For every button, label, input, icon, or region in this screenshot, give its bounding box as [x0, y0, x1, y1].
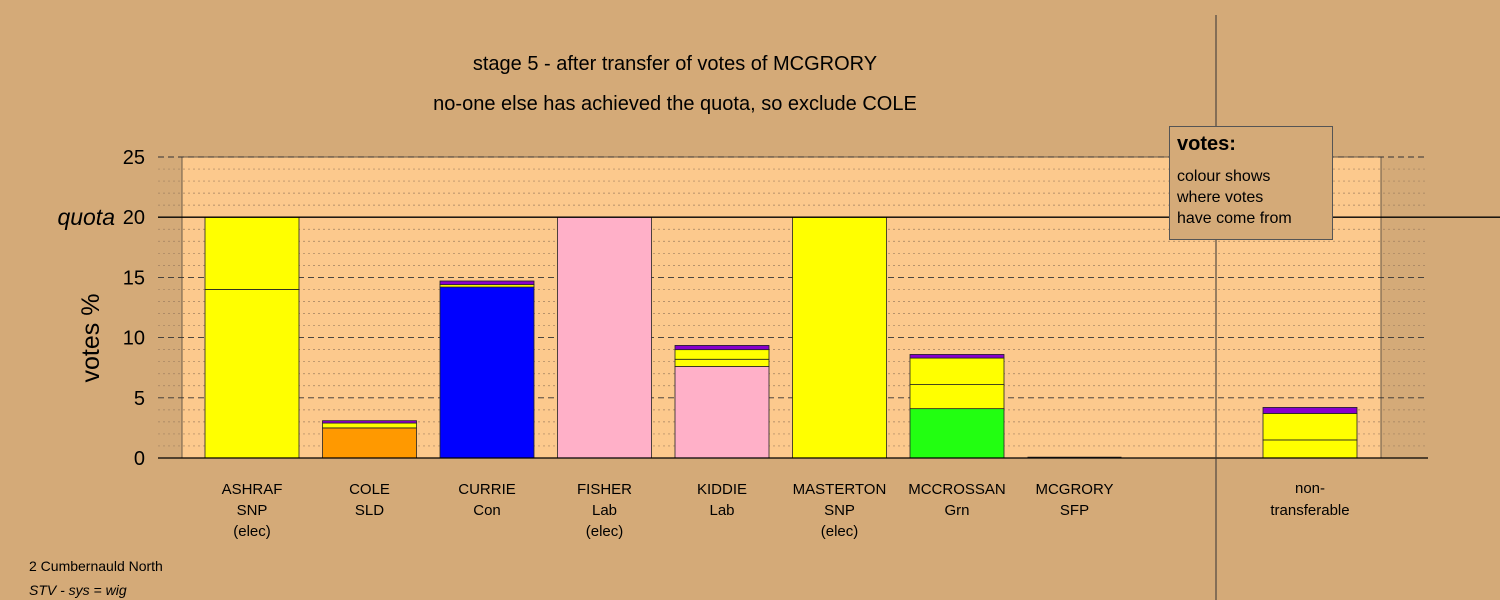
party-label: Grn: [944, 502, 969, 519]
nontransferable-label: transferable: [1270, 502, 1349, 519]
party-label: SLD: [355, 502, 384, 519]
party-label: SNP: [824, 502, 855, 519]
bar-mccrossan-segment: [909, 384, 1005, 410]
candidate-name-label: ASHRAF: [222, 481, 283, 498]
y-tick-label: 25: [123, 147, 145, 169]
bar-cole-segment: [322, 427, 417, 459]
candidate-name-label: CURRIE: [458, 481, 516, 498]
y-tick-label: 20: [123, 207, 145, 229]
candidate-name-label: COLE: [349, 481, 390, 498]
bar-cole-segment: [322, 422, 417, 429]
party-label: SFP: [1060, 502, 1089, 519]
party-label: Lab: [592, 502, 617, 519]
candidate-name-label: KIDDIE: [697, 481, 747, 498]
y-tick-label: 10: [123, 328, 145, 350]
bar-currie-segment: [439, 286, 535, 459]
bar-ashraf-segment: [204, 216, 300, 290]
bar-nontransferable-segment: [1262, 413, 1358, 441]
candidate-name-label: MCCROSSAN: [908, 481, 1006, 498]
elected-label: (elec): [233, 523, 271, 540]
y-tick-label: 5: [134, 388, 145, 410]
bar-mccrossan-segment: [909, 357, 1005, 385]
nontransferable-label: non-: [1295, 480, 1325, 497]
bar-nontransferable-segment: [1262, 439, 1358, 459]
chart-subtitle: no-one else has achieved the quota, so e…: [433, 93, 917, 115]
bar-mccrossan-segment: [909, 354, 1005, 359]
legend-line: where votes: [1177, 189, 1264, 206]
bar-kiddie-segment: [674, 358, 770, 367]
candidate-name-label: MASTERTON: [793, 481, 887, 498]
bar-fisher-segment: [557, 216, 652, 459]
quota-label: quota: [57, 204, 115, 230]
system-note: STV - sys = wig: [29, 582, 127, 598]
elected-label: (elec): [821, 523, 859, 540]
legend-line: have come from: [1177, 210, 1292, 227]
candidate-name-label: MCGRORY: [1035, 481, 1113, 498]
elected-label: (elec): [586, 523, 624, 540]
bar-kiddie-segment: [674, 345, 770, 351]
party-label: Con: [473, 502, 501, 519]
legend-heading: votes:: [1177, 133, 1236, 155]
candidate-name-label: FISHER: [577, 481, 632, 498]
bar-nontransferable-segment: [1262, 407, 1358, 414]
legend-box: votes: colour shows where votes have com…: [1169, 126, 1333, 240]
bar-kiddie-segment: [674, 366, 770, 459]
bar-currie-segment: [439, 280, 535, 286]
chart-title: stage 5 - after transfer of votes of MCG…: [472, 53, 878, 75]
bar-kiddie-segment: [674, 349, 770, 360]
bar-masterton-segment: [792, 216, 887, 459]
bar-mccrossan-segment: [909, 408, 1005, 459]
bar-ashraf-segment: [204, 289, 300, 459]
y-tick-label: 0: [134, 448, 145, 470]
bar-cole-segment: [322, 420, 417, 424]
y-axis-label: votes %: [77, 294, 105, 383]
party-label: SNP: [237, 502, 268, 519]
ward-name: 2 Cumbernauld North: [29, 558, 163, 574]
legend-line: colour shows: [1177, 168, 1271, 185]
y-tick-label: 15: [123, 267, 145, 289]
party-label: Lab: [709, 502, 734, 519]
